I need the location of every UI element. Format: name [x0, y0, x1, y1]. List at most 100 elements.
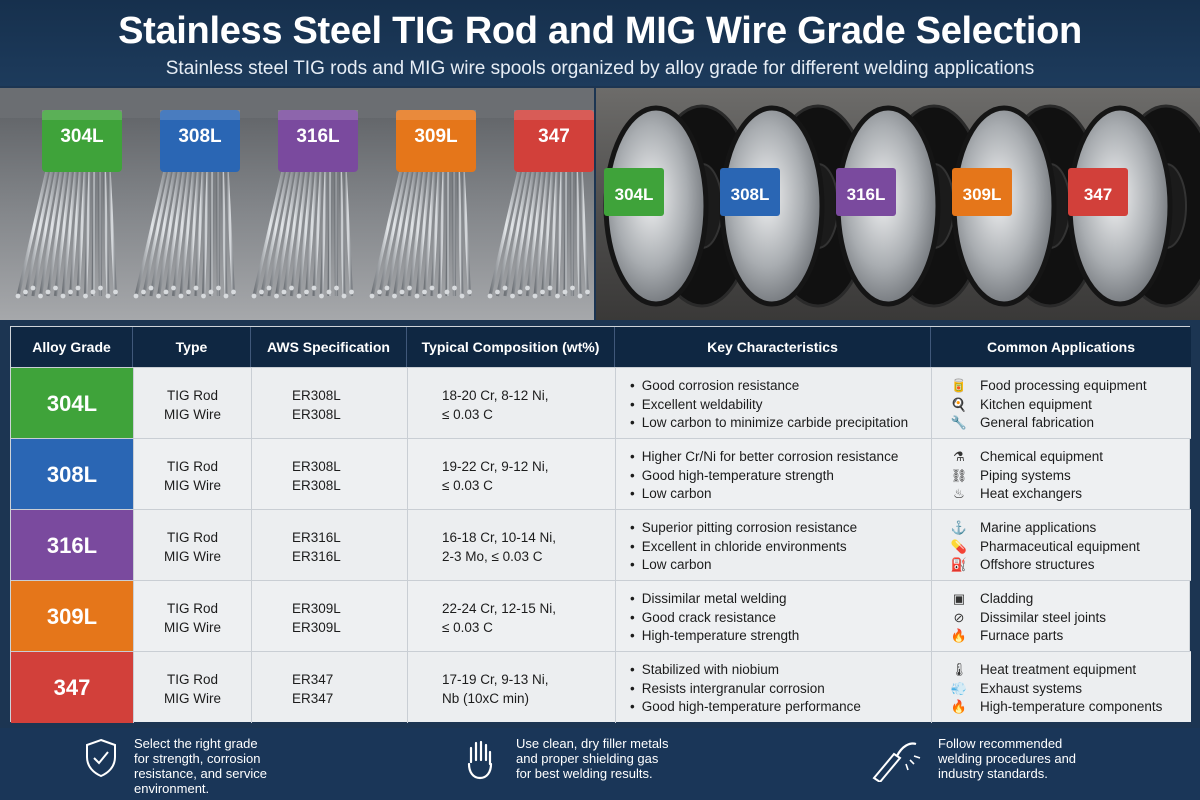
tip-line: resistance, and service: [134, 766, 267, 781]
header: Stainless Steel TIG Rod and MIG Wire Gra…: [0, 0, 1200, 86]
header-aws-spec: AWS Specification: [251, 327, 407, 367]
composition-cell: 17-19 Cr, 9-13 Ni, Nb (10xC min): [407, 652, 615, 723]
cell-line: MIG Wire: [164, 549, 221, 564]
application-item: 🌡 Heat treatment equipment: [948, 661, 1191, 680]
furnace-icon: 🔥: [950, 628, 968, 643]
application-item: ⊘ Dissimilar steel joints: [948, 609, 1191, 628]
wire-spool: 347: [1067, 104, 1200, 308]
application-item: ▣ Cladding: [948, 590, 1191, 609]
application-item: 💊 Pharmaceutical equipment: [948, 538, 1191, 557]
application-item: ⛽ Offshore structures: [948, 556, 1191, 575]
application-item: ⚓ Marine applications: [948, 519, 1191, 538]
page-title: Stainless Steel TIG Rod and MIG Wire Gra…: [118, 10, 1082, 52]
cell-line: MIG Wire: [164, 407, 221, 422]
cell-line: ER308L: [292, 388, 341, 403]
characteristic-item: Good high-temperature strength: [630, 467, 931, 486]
spool-label-box: [952, 168, 1012, 216]
cell-line: ER309L: [292, 620, 341, 635]
application-label: Pharmaceutical equipment: [980, 538, 1140, 554]
characteristic-item: Higher Cr/Ni for better corrosion resist…: [630, 448, 931, 467]
application-label: Offshore structures: [980, 557, 1095, 572]
cell-line: ER316L: [292, 530, 341, 545]
tip-line: for best welding results.: [516, 766, 653, 781]
capsule-icon: 💊: [950, 538, 968, 554]
grade-table: Alloy Grade Type AWS Specification Typic…: [10, 326, 1191, 723]
cell-line: MIG Wire: [164, 478, 221, 493]
cell-line: 16-18 Cr, 10-14 Ni,: [442, 530, 557, 545]
characteristic-item: Resists intergranular corrosion: [630, 680, 931, 699]
applications-cell: 🥫 Food processing equipment 🍳 Kitchen equip…: [931, 368, 1191, 439]
cell-line: 18-20 Cr, 8-12 Ni,: [442, 388, 549, 403]
header-composition: Typical Composition (wt%): [407, 327, 615, 367]
type-cell: TIG Rod MIG Wire: [133, 510, 251, 581]
cell-line: TIG Rod: [166, 388, 218, 403]
tip-procedures: Follow recommended welding procedures an…: [938, 736, 1076, 781]
piping-icon: ⛓: [950, 467, 968, 483]
cell-line: ER308L: [292, 478, 341, 493]
joint-icon: ⊘: [953, 609, 965, 625]
aws-cell: ER316L ER316L: [251, 510, 407, 581]
composition-cell: 18-20 Cr, 8-12 Ni, ≤ 0.03 C: [407, 368, 615, 439]
cell-line: TIG Rod: [166, 672, 218, 687]
application-item: 💨 Exhaust systems: [948, 680, 1191, 699]
application-label: Cladding: [980, 591, 1034, 606]
aws-cell: ER308L ER308L: [251, 368, 407, 439]
application-item: 🍳 Kitchen equipment: [948, 396, 1191, 415]
type-cell: TIG Rod MIG Wire: [133, 581, 251, 652]
table-row: 304L TIG Rod MIG Wire ER308L ER308L 18-2…: [11, 367, 1191, 439]
offshore-icon: ⛽: [950, 557, 968, 572]
photo-strip: 304L 308L 316L 309L 347 304L 308L 316L 309L 347: [0, 88, 1200, 320]
cell-line: MIG Wire: [164, 620, 221, 635]
application-label: Exhaust systems: [980, 680, 1083, 696]
tip-line: Select the right grade: [134, 736, 258, 751]
rod-label: 308L: [178, 126, 222, 147]
spool-label: 347: [1084, 185, 1112, 204]
spool-label: 316L: [847, 185, 886, 204]
aws-cell: ER308L ER308L: [251, 439, 407, 510]
type-cell: TIG Rod MIG Wire: [133, 439, 251, 510]
table-row: 347 TIG Rod MIG Wire ER347 ER347 17-19 C…: [11, 651, 1191, 723]
grade-cell: 309L: [11, 581, 133, 652]
applications-cell: ⚓ Marine applications 💊 Pharmaceutical equi…: [931, 510, 1191, 581]
cell-line: MIG Wire: [164, 691, 221, 706]
rod-bundle: 308L: [133, 110, 240, 299]
composition-cell: 19-22 Cr, 9-12 Ni, ≤ 0.03 C: [407, 439, 615, 510]
flask-icon: ⚗: [953, 449, 965, 464]
characteristic-item: Low carbon: [630, 556, 931, 575]
tig-rods-photo: 304L 308L 316L 309L 347: [0, 88, 594, 320]
rod-label-box: [514, 110, 594, 172]
welding-torch-icon: [872, 742, 921, 782]
characteristic-item: Excellent weldability: [630, 396, 931, 415]
composition-cell: 22-24 Cr, 12-15 Ni, ≤ 0.03 C: [407, 581, 615, 652]
characteristic-item: Excellent in chloride environments: [630, 538, 931, 557]
anchor-icon: ⚓: [950, 520, 968, 535]
cell-line: ER308L: [292, 407, 341, 422]
rod-label: 316L: [296, 126, 340, 147]
applications-cell: 🌡 Heat treatment equipment 💨 Exhaust system…: [931, 652, 1191, 723]
shield-check-icon: [86, 738, 116, 778]
cell-line: ≤ 0.03 C: [442, 407, 493, 422]
type-cell: TIG Rod MIG Wire: [133, 652, 251, 723]
application-label: Piping systems: [980, 467, 1071, 483]
tip-line: and proper shielding gas: [516, 751, 659, 766]
cell-line: ER316L: [292, 549, 341, 564]
glove-icon: [467, 740, 493, 780]
rod-label-box: [396, 110, 476, 172]
flame-icon: 🔥: [950, 699, 968, 714]
thermometer-icon: 🌡: [950, 662, 968, 677]
cell-line: Nb (10xC min): [442, 691, 530, 706]
spool-label: 308L: [731, 185, 770, 204]
rod-label: 347: [538, 126, 570, 147]
header-type: Type: [133, 327, 251, 367]
spool-label-box: [836, 168, 896, 216]
application-label: Chemical equipment: [980, 449, 1104, 464]
characteristic-item: Good high-temperature performance: [630, 698, 931, 717]
cladding-icon: ▣: [952, 591, 966, 606]
kitchen-icon: 🍳: [950, 396, 968, 412]
cell-line: ≤ 0.03 C: [442, 620, 493, 635]
application-label: Kitchen equipment: [980, 396, 1092, 412]
cell-line: ≤ 0.03 C: [442, 478, 493, 493]
grade-cell: 304L: [11, 368, 133, 439]
rod-bundle: 309L: [369, 110, 476, 299]
composition-cell: 16-18 Cr, 10-14 Ni, 2-3 Mo, ≤ 0.03 C: [407, 510, 615, 581]
